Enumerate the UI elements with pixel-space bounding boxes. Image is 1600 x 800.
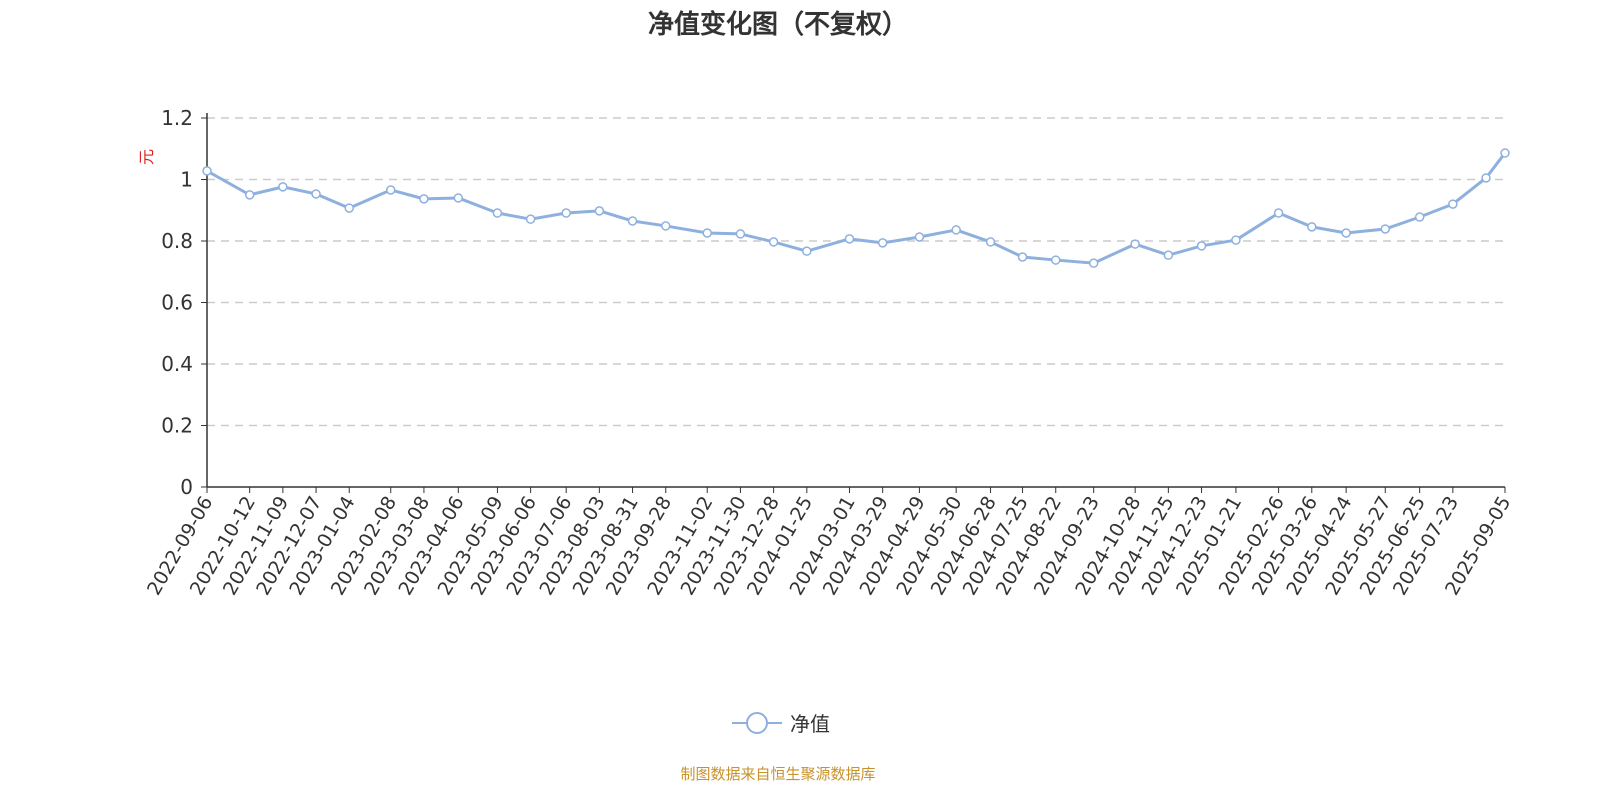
data-point[interactable]	[1231, 235, 1241, 245]
data-point[interactable]	[1307, 222, 1317, 232]
data-point[interactable]	[311, 189, 321, 199]
data-point[interactable]	[1380, 224, 1391, 234]
y-tick-label: 0	[180, 475, 193, 499]
data-point[interactable]	[1163, 250, 1174, 260]
data-point[interactable]	[492, 208, 503, 218]
data-point[interactable]	[1500, 148, 1510, 158]
data-point[interactable]	[914, 232, 925, 242]
data-point[interactable]	[278, 182, 288, 192]
data-point[interactable]	[877, 238, 888, 248]
y-tick-label: 1	[180, 168, 193, 192]
series-line	[206, 152, 1507, 265]
y-tick-label: 1.2	[161, 106, 193, 130]
data-point[interactable]	[561, 208, 571, 218]
y-tick-label: 0.2	[161, 414, 193, 438]
source-footer: 制图数据来自恒生聚源数据库	[680, 765, 876, 783]
legend-line-circle-icon	[732, 711, 782, 734]
data-point[interactable]	[344, 203, 354, 213]
data-point[interactable]	[627, 216, 638, 226]
y-axis-label: 元	[137, 149, 156, 165]
y-tick-label: 0.8	[161, 229, 193, 253]
data-point[interactable]	[1481, 173, 1491, 183]
data-point[interactable]	[525, 214, 536, 224]
data-point[interactable]	[844, 234, 855, 244]
data-point[interactable]	[1050, 255, 1061, 265]
data-point[interactable]	[594, 206, 605, 216]
legend-label: 净值	[790, 712, 830, 736]
data-point[interactable]	[453, 193, 464, 203]
y-tick-label: 0.6	[161, 291, 193, 315]
data-point[interactable]	[660, 221, 671, 231]
data-point[interactable]	[1088, 258, 1099, 268]
data-point[interactable]	[202, 166, 212, 176]
data-point[interactable]	[1130, 239, 1140, 249]
data-point[interactable]	[1414, 212, 1425, 222]
data-point[interactable]	[244, 190, 255, 200]
data-point[interactable]	[768, 237, 779, 247]
data-point[interactable]	[385, 185, 396, 195]
data-point[interactable]	[1017, 252, 1028, 262]
data-point[interactable]	[951, 225, 961, 235]
data-point[interactable]	[735, 229, 746, 239]
data-point[interactable]	[1196, 241, 1207, 251]
legend[interactable]: 净值	[732, 708, 830, 737]
data-point[interactable]	[985, 237, 996, 247]
data-point[interactable]	[1341, 228, 1351, 238]
data-point[interactable]	[702, 228, 712, 238]
data-point[interactable]	[802, 246, 812, 256]
data-point[interactable]	[1273, 208, 1284, 218]
data-point[interactable]	[1448, 199, 1458, 209]
y-tick-label: 0.4	[161, 352, 193, 376]
data-point[interactable]	[419, 194, 429, 204]
chart-title: 净值变化图（不复权）	[647, 10, 908, 40]
